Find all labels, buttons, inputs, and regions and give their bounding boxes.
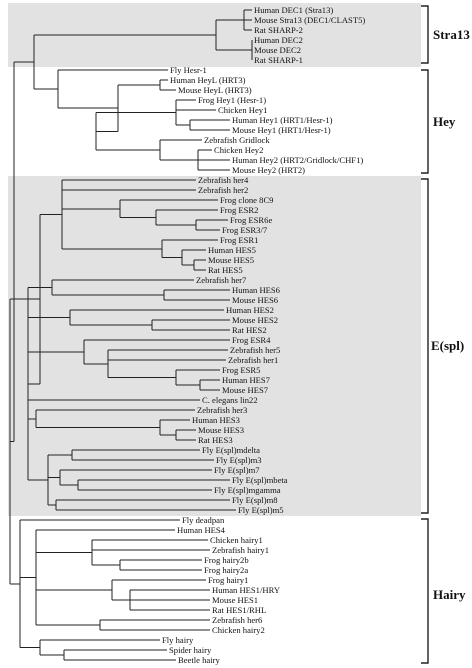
leaf-label: Zebrafish her7 bbox=[196, 275, 247, 285]
leaf-label: Frog ESR1 bbox=[220, 235, 258, 245]
espl-bracket bbox=[421, 178, 429, 514]
leaf-label: Human HES1/HRY bbox=[212, 585, 280, 595]
group-label-hey: Hey bbox=[433, 114, 456, 129]
leaf-label: Frog ESR2 bbox=[220, 205, 258, 215]
leaf-label: Human HeyL (HRT3) bbox=[170, 75, 246, 85]
leaf-label: Zebrafish her5 bbox=[230, 345, 280, 355]
leaf-label: Rat HES3 bbox=[198, 435, 233, 445]
leaf-label: Frog clone 8C9 bbox=[220, 195, 273, 205]
leaf-label: Chicken hairy2 bbox=[212, 625, 265, 635]
leaf-label: Frog ESR6e bbox=[230, 215, 272, 225]
leaf-label: Mouse HES6 bbox=[232, 295, 279, 305]
leaf-label: Zebrafish hairy1 bbox=[212, 545, 269, 555]
leaf-label: Human HES4 bbox=[177, 525, 226, 535]
group-label-hairy: Hairy bbox=[433, 587, 466, 602]
leaf-label: Human HES2 bbox=[226, 305, 274, 315]
leaf-label: Zebrafish her6 bbox=[212, 615, 263, 625]
leaf-label: Chicken hairy1 bbox=[210, 535, 263, 545]
leaf-label: Mouse HES7 bbox=[222, 385, 269, 395]
leaf-label: Spider hairy bbox=[169, 645, 212, 655]
leaf-label: Fly E(spl)m5 bbox=[238, 505, 284, 515]
leaf-label: Frog hairy1 bbox=[208, 575, 248, 585]
leaf-label: Human DEC1 (Stra13) bbox=[254, 5, 333, 15]
leaf-label: Frog hairy2a bbox=[204, 565, 248, 575]
leaf-label: Human HES6 bbox=[232, 285, 281, 295]
leaf-label: Frog ESR5 bbox=[222, 365, 260, 375]
group-label-espl: E(spl) bbox=[431, 338, 464, 353]
leaf-label: Fly hairy bbox=[162, 635, 194, 645]
hairy-bracket bbox=[421, 518, 429, 664]
leaf-label: Mouse HeyL (HRT3) bbox=[178, 85, 252, 95]
group-label-stra13: Stra13 bbox=[433, 27, 470, 42]
leaf-label: Zebrafish her4 bbox=[198, 175, 249, 185]
leaf-label: Fly E(spl)mgamma bbox=[214, 485, 281, 495]
leaf-label: Rat SHARP-2 bbox=[254, 25, 303, 35]
leaf-label: Rat HES1/RHL bbox=[212, 605, 266, 615]
leaf-label: Mouse Stra13 (DEC1/CLAST5) bbox=[254, 15, 365, 25]
leaf-label: Fly E(spl)m8 bbox=[232, 495, 278, 505]
hey-bracket bbox=[421, 69, 429, 174]
leaf-label: Zebrafish her1 bbox=[228, 355, 278, 365]
leaf-label: Fly E(spl)m3 bbox=[216, 455, 262, 465]
leaf-label: Human HES5 bbox=[208, 245, 256, 255]
espl-shade bbox=[8, 176, 421, 516]
leaf-label: Rat HES2 bbox=[232, 325, 267, 335]
stra13-bracket bbox=[421, 5, 429, 64]
leaf-label: Mouse HES1 bbox=[212, 595, 258, 605]
leaf-label: Rat HES5 bbox=[208, 265, 243, 275]
leaf-label: Fly E(spl)m7 bbox=[214, 465, 260, 475]
leaf-label: Frog ESR4 bbox=[232, 335, 271, 345]
leaf-label: Zebrafish her3 bbox=[197, 405, 247, 415]
leaf-label: Mouse HES3 bbox=[198, 425, 244, 435]
leaf-label: Zebrafish her2 bbox=[198, 185, 248, 195]
leaf-label: Human HES7 bbox=[222, 375, 271, 385]
leaf-label: C. elegans lin22 bbox=[202, 395, 258, 405]
leaf-label: Mouse Hey2 (HRT2) bbox=[232, 165, 305, 175]
leaf-label: Chicken Hey2 bbox=[214, 145, 263, 155]
tree-branches bbox=[9, 9, 253, 661]
leaf-label: Frog hairy2b bbox=[204, 555, 249, 565]
leaf-labels: Human DEC1 (Stra13)Mouse Stra13 (DEC1/CL… bbox=[162, 5, 365, 665]
leaf-label: Mouse DEC2 bbox=[254, 45, 301, 55]
leaf-label: Fly Hesr-1 bbox=[170, 65, 207, 75]
leaf-label: Mouse Hey1 (HRT1/Hesr-1) bbox=[232, 125, 331, 135]
leaf-label: Rat SHARP-1 bbox=[254, 55, 303, 65]
leaf-label: Beetle hairy bbox=[178, 655, 220, 665]
leaf-label: Mouse HES5 bbox=[208, 255, 254, 265]
leaf-label: Human Hey1 (HRT1/Hesr-1) bbox=[232, 115, 333, 125]
leaf-label: Frog ESR3/7 bbox=[222, 225, 268, 235]
leaf-label: Human HES3 bbox=[192, 415, 240, 425]
leaf-label: Chicken Hey1 bbox=[218, 105, 267, 115]
leaf-label: Frog Hey1 (Hesr-1) bbox=[198, 95, 266, 105]
leaf-label: Fly E(spl)mbeta bbox=[232, 475, 288, 485]
leaf-label: Fly deadpan bbox=[182, 515, 225, 525]
leaf-label: Human Hey2 (HRT2/Gridlock/CHF1) bbox=[232, 155, 363, 165]
leaf-label: Mouse HES2 bbox=[232, 315, 278, 325]
leaf-label: Fly E(spl)mdelta bbox=[202, 445, 260, 455]
leaf-label: Zebrafish Gridlock bbox=[204, 135, 270, 145]
leaf-label: Human DEC2 bbox=[254, 35, 303, 45]
